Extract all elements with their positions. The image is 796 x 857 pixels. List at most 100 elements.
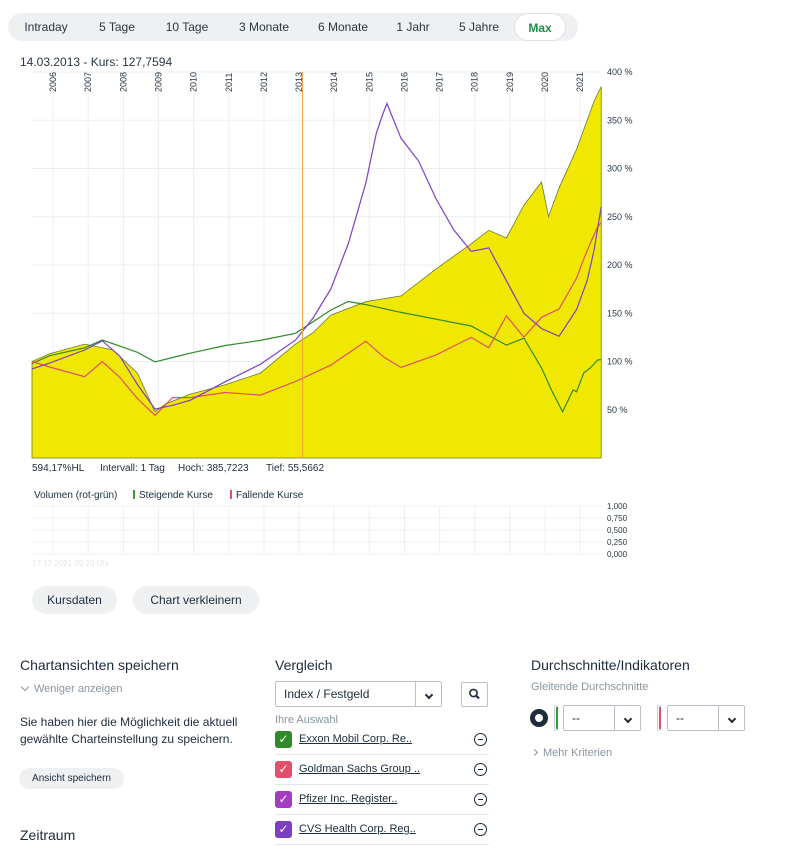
series-line xyxy=(31,101,602,410)
x-tick-label: 2015 xyxy=(364,72,374,92)
stat-high: Hoch: 385,7223 xyxy=(178,463,249,474)
x-tick-label: 2013 xyxy=(294,72,304,92)
y-tick-label: 50 % xyxy=(607,405,628,415)
x-tick-label: 2020 xyxy=(540,72,550,92)
tab-6-monate[interactable]: 6 Monate xyxy=(317,20,369,34)
indicator-select-1-value: -- xyxy=(572,711,580,725)
x-tick-label: 2011 xyxy=(224,73,234,92)
more-criteria-link[interactable]: Mehr Kriterien xyxy=(530,747,612,759)
compare-item-link[interactable]: Exxon Mobil Corp. Re.. xyxy=(299,733,413,745)
x-tick-label: 2016 xyxy=(399,72,409,92)
compare-item: ✓ CVS Health Corp. Reg.. xyxy=(275,815,489,845)
chart-verkleinern-button[interactable]: Chart verkleinern xyxy=(133,586,259,614)
compare-item-link[interactable]: CVS Health Corp. Reg.. xyxy=(299,823,416,835)
chevron-right-icon xyxy=(530,748,539,757)
tab-max[interactable]: Max xyxy=(514,13,566,41)
volume-tick-label: 0,500 xyxy=(607,526,628,535)
compare-type-value: Index / Festgeld xyxy=(284,687,370,701)
compare-checkbox[interactable]: ✓ xyxy=(275,761,292,778)
volume-chart: 1,000 0,750 0,500 0,250 0,000 xyxy=(32,502,628,559)
compare-item: ✓ Exxon Mobil Corp. Re.. xyxy=(275,725,489,755)
x-tick-label: 2014 xyxy=(329,72,339,92)
tab-3-monate[interactable]: 3 Monate xyxy=(238,20,290,34)
save-view-button[interactable]: Ansicht speichern xyxy=(19,768,124,789)
y-tick-label: 300 % xyxy=(607,164,633,174)
y-tick-label: 350 % xyxy=(607,115,633,125)
remove-icon[interactable] xyxy=(474,823,487,836)
price-chart[interactable]: 2006 2007 2008 2009 2010 2011 2012 2013 2014 2015… xyxy=(0,64,640,464)
chevron-down-icon xyxy=(20,682,30,692)
stat-label: 594,17%HL xyxy=(32,463,85,474)
x-tick-label: 2012 xyxy=(259,72,269,92)
compare-checkbox[interactable]: ✓ xyxy=(275,731,292,748)
swatch-color xyxy=(556,707,558,729)
compare-checkbox[interactable]: ✓ xyxy=(275,791,292,808)
series-line xyxy=(31,300,602,414)
less-toggle[interactable]: Weniger anzeigen xyxy=(20,682,123,695)
indicator-color-swatch[interactable] xyxy=(657,705,661,731)
series-area xyxy=(31,86,602,459)
series-line xyxy=(31,222,602,417)
x-tick-label: 2006 xyxy=(48,72,58,92)
zeitraum-title: Zeitraum xyxy=(20,827,76,843)
volume-tick-label: 0,250 xyxy=(607,538,628,547)
less-toggle-label: Weniger anzeigen xyxy=(34,683,123,695)
compare-title: Vergleich xyxy=(275,657,333,673)
compare-item: ✓ Goldman Sachs Group .. xyxy=(275,755,489,785)
indicators-subtitle: Gleitende Durchschnitte xyxy=(531,681,649,693)
indicator-color-swatch[interactable] xyxy=(554,705,558,731)
remove-icon[interactable] xyxy=(474,733,487,746)
x-tick-label: 2019 xyxy=(505,72,515,92)
x-tick-label: 2008 xyxy=(118,72,128,92)
y-tick-label: 100 % xyxy=(607,357,633,367)
swatch-color xyxy=(659,707,661,729)
stat-low: Tief: 55,5662 xyxy=(266,463,325,474)
y-tick-label: 400 % xyxy=(607,67,633,77)
chevron-down-icon xyxy=(614,706,640,730)
x-tick-label: 2018 xyxy=(470,72,480,92)
chevron-down-icon xyxy=(415,682,441,706)
indicator-select-2-value: -- xyxy=(676,711,684,725)
volume-falling-legend: Fallende Kurse xyxy=(230,490,303,501)
save-description: Sie haben hier die Möglichkeit die aktue… xyxy=(20,715,238,746)
indicator-select-2[interactable]: -- xyxy=(667,705,745,731)
tab-1-jahr[interactable]: 1 Jahr xyxy=(396,20,430,34)
indicator-select-1[interactable]: -- xyxy=(563,705,641,731)
compare-search-button[interactable] xyxy=(461,682,488,707)
tab-5-jahre[interactable]: 5 Jahre xyxy=(458,20,500,34)
radio-dot xyxy=(535,714,543,722)
x-tick-label: 2017 xyxy=(435,72,445,92)
volume-timestamp: 17.12.2021 09:20 Uhr xyxy=(32,559,110,568)
remove-icon[interactable] xyxy=(474,793,487,806)
tab-intraday[interactable]: Intraday xyxy=(24,20,68,34)
compare-item-link[interactable]: Goldman Sachs Group .. xyxy=(299,763,421,775)
save-section-title: Chartansichten speichern xyxy=(20,657,179,673)
indicators-title: Durchschnitte/Indikatoren xyxy=(531,657,690,673)
compare-type-select[interactable]: Index / Festgeld xyxy=(275,681,442,707)
cursor-info: 14.03.2013 - Kurs: 127,7594 xyxy=(20,55,173,69)
compare-item-link[interactable]: Pfizer Inc. Register.. xyxy=(299,793,398,805)
kursdaten-button[interactable]: Kursdaten xyxy=(32,586,117,614)
volume-tick-label: 0,750 xyxy=(607,514,628,523)
falling-marker xyxy=(230,490,232,499)
x-tick-label: 2021 xyxy=(575,72,585,92)
tab-10-tage[interactable]: 10 Tage xyxy=(165,20,209,34)
indicator-radio[interactable] xyxy=(530,709,548,727)
tab-5-tage[interactable]: 5 Tage xyxy=(99,20,135,34)
volume-title: Volumen (rot-grün) xyxy=(34,490,118,501)
compare-checkbox[interactable]: ✓ xyxy=(275,821,292,838)
falling-label: Fallende Kurse xyxy=(236,490,304,501)
search-icon xyxy=(469,688,480,700)
range-tabs: Intraday 5 Tage 10 Tage 3 Monate 6 Monat… xyxy=(8,13,578,41)
rising-marker xyxy=(133,490,135,499)
remove-icon[interactable] xyxy=(474,763,487,776)
rising-label: Steigende Kurse xyxy=(139,490,213,501)
volume-tick-label: 0,000 xyxy=(607,550,628,559)
stat-interval: Intervall: 1 Tag xyxy=(100,463,165,474)
volume-rising-legend: Steigende Kurse xyxy=(133,490,213,501)
chevron-down-icon xyxy=(718,706,744,730)
compare-item: ✓ Pfizer Inc. Register.. xyxy=(275,785,489,815)
x-tick-label: 2007 xyxy=(83,72,93,92)
x-tick-label: 2010 xyxy=(189,72,199,92)
selection-label: Ihre Auswahl xyxy=(275,714,338,726)
